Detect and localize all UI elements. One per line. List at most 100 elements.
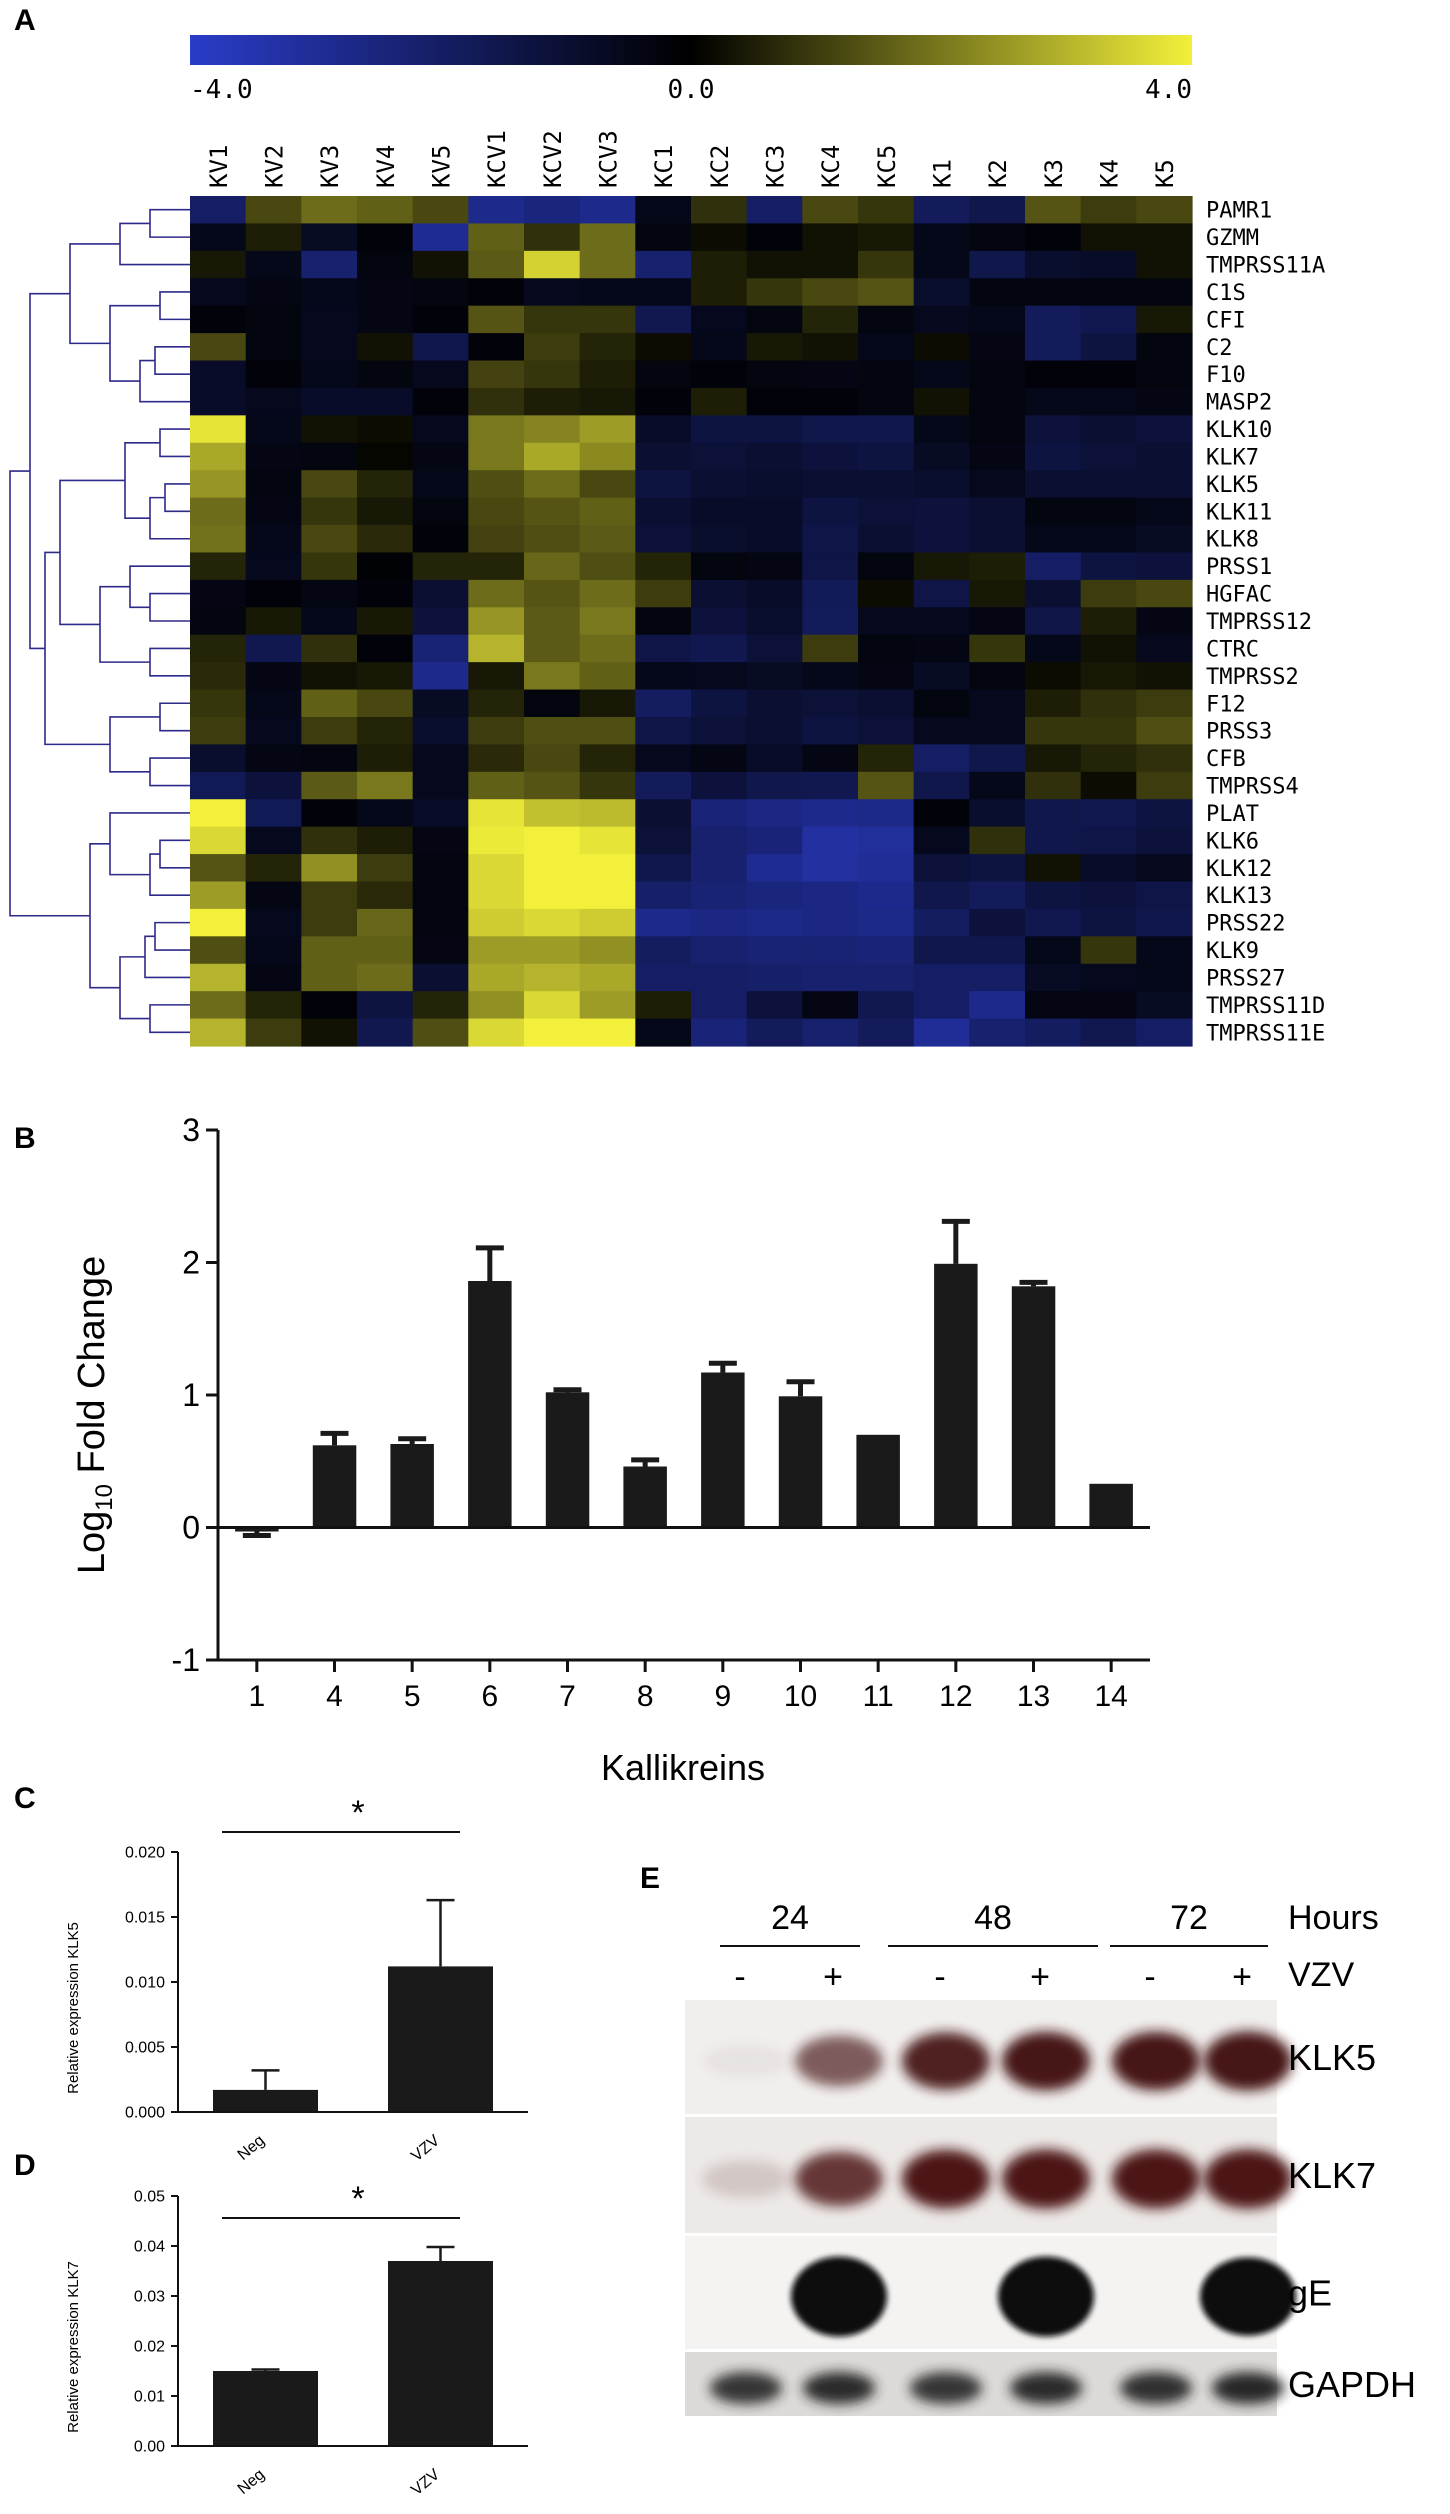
heatmap-cell <box>301 305 358 334</box>
treatment-label: - <box>734 1958 745 1996</box>
heatmap-cell <box>301 442 358 471</box>
heatmap-cell <box>579 360 636 389</box>
heatmap-row-label: KLK10 <box>1206 418 1272 443</box>
heatmap-row-label: CFI <box>1206 308 1246 333</box>
x-tick-label: VZV <box>408 2132 443 2165</box>
heatmap-cell <box>1136 196 1193 225</box>
bar <box>213 2371 318 2446</box>
bar <box>235 1527 279 1532</box>
heatmap-cell <box>969 607 1026 636</box>
heatmap-cell <box>1136 607 1193 636</box>
heatmap-row-label: C1S <box>1206 281 1246 306</box>
heatmap-cell <box>579 744 636 773</box>
heatmap-cell <box>357 716 414 745</box>
heatmap-cell <box>412 333 469 362</box>
heatmap-cell <box>412 579 469 608</box>
heatmap-cell <box>969 826 1026 855</box>
heatmap-cell <box>858 442 915 471</box>
heatmap-cell <box>635 854 692 883</box>
heatmap-cell <box>1025 250 1082 279</box>
heatmap-cell <box>524 854 581 883</box>
heatmap-row-label: KLK13 <box>1206 884 1272 909</box>
heatmap-cell <box>524 525 581 554</box>
heatmap-cell <box>301 771 358 800</box>
blot-band <box>1212 2372 1284 2404</box>
heatmap-cell <box>746 607 803 636</box>
y-tick-label: 0.03 <box>134 2289 165 2306</box>
heatmap-cell <box>190 799 247 828</box>
heatmap-cell <box>301 936 358 965</box>
heatmap-cell <box>1080 470 1137 499</box>
heatmap-cell <box>412 442 469 471</box>
heatmap-cell <box>802 579 859 608</box>
heatmap-cell <box>635 552 692 581</box>
heatmap-cell <box>858 552 915 581</box>
heatmap-cell <box>635 470 692 499</box>
heatmap-cell <box>245 579 302 608</box>
heatmap-cell <box>579 497 636 526</box>
heatmap-cell <box>524 579 581 608</box>
dendrogram-link <box>99 585 150 663</box>
heatmap-cell <box>635 634 692 663</box>
heatmap-cell <box>245 1018 302 1047</box>
heatmap-cell <box>969 716 1026 745</box>
heatmap-cell <box>802 360 859 389</box>
heatmap-cell <box>1136 908 1193 937</box>
dendrogram-link <box>149 647 190 677</box>
y-tick-label: 0.020 <box>125 1845 165 1862</box>
heatmap-cell <box>1136 826 1193 855</box>
heatmap-row-label: F10 <box>1206 363 1246 388</box>
heatmap-cell <box>691 196 748 225</box>
blot-band <box>1002 2031 1090 2091</box>
heatmap-cell <box>245 799 302 828</box>
heatmap-cell <box>802 826 859 855</box>
heatmap-cell <box>1080 387 1137 416</box>
heatmap-cell <box>190 1018 247 1047</box>
heatmap-cell <box>913 579 970 608</box>
heatmap-cell <box>969 360 1026 389</box>
y-tick-label: 0.04 <box>134 2239 165 2256</box>
heatmap-cell <box>1025 223 1082 252</box>
heatmap-cell <box>746 908 803 937</box>
heatmap-cell <box>858 634 915 663</box>
heatmap-cell <box>802 196 859 225</box>
klk7-plot: Neg VZV 0.00 0.01 0.02 0.03 0.04 0.05 * <box>134 2180 528 2499</box>
heatmap-cell <box>858 333 915 362</box>
heatmap-cell <box>412 250 469 279</box>
heatmap-cell <box>1136 442 1193 471</box>
heatmap-cell <box>1080 579 1137 608</box>
heatmap-cell <box>969 936 1026 965</box>
heatmap-cell <box>1025 881 1082 910</box>
heatmap-row-label: CFB <box>1206 747 1246 772</box>
heatmap-cell <box>301 607 358 636</box>
timepoint-label: 24 <box>771 1899 809 1937</box>
heatmap-cell <box>969 634 1026 663</box>
klk7-y-axis-title: Relative expression KLK7 <box>65 2261 82 2433</box>
heatmap-cell <box>412 771 469 800</box>
heatmap-cell <box>913 607 970 636</box>
heatmap-cell <box>802 1018 859 1047</box>
x-axis-title: Kallikreins <box>601 1747 765 1788</box>
heatmap-cells <box>190 196 1193 1047</box>
y-axis-title-main: Log <box>71 1511 113 1574</box>
heatmap-cell <box>1025 744 1082 773</box>
heatmap-cell <box>357 305 414 334</box>
heatmap-cell <box>858 415 915 444</box>
heatmap-cell <box>691 278 748 307</box>
heatmap-cell <box>190 333 247 362</box>
heatmap-cell <box>412 634 469 663</box>
heatmap-cell <box>1136 470 1193 499</box>
klk5-y-axis-title: Relative expression KLK5 <box>65 1922 82 2094</box>
heatmap-cell <box>802 497 859 526</box>
heatmap-cell <box>858 799 915 828</box>
heatmap-cell <box>579 278 636 307</box>
heatmap-cell <box>1080 854 1137 883</box>
heatmap-cell <box>412 854 469 883</box>
heatmap-cell <box>802 634 859 663</box>
heatmap-cell <box>1080 881 1137 910</box>
heatmap-cell <box>301 579 358 608</box>
x-tick-label: 7 <box>559 1680 576 1713</box>
heatmap-cell <box>969 470 1026 499</box>
heatmap-cell <box>913 908 970 937</box>
